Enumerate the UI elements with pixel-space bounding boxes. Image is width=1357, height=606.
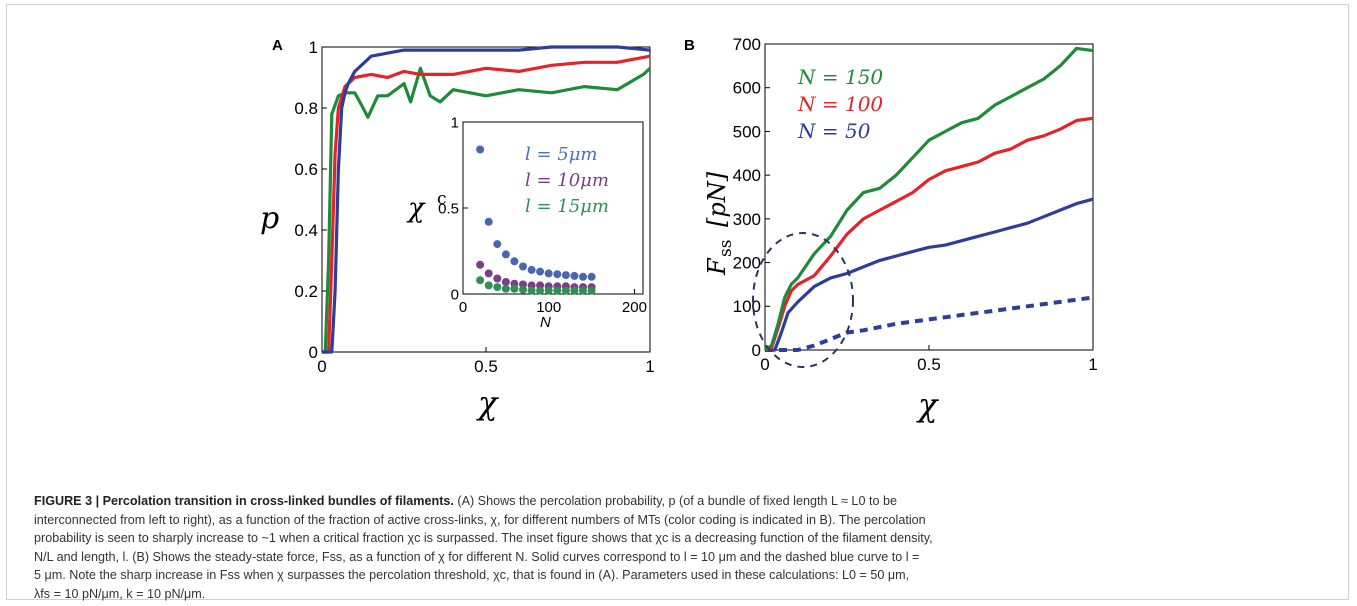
inset-legend-l5: l = 5μm bbox=[525, 144, 598, 165]
legend-n100: N = 100 bbox=[797, 92, 883, 116]
inset-point-inset_blue bbox=[519, 263, 527, 271]
panel-b-ytick-label: 500 bbox=[733, 122, 761, 141]
caption-line-4: N/L and length, l. (B) Shows the steady-… bbox=[34, 550, 919, 564]
inset-point-inset_green bbox=[519, 286, 527, 294]
panel-a-ytick-label: 0 bbox=[309, 343, 318, 362]
inset-point-inset_blue bbox=[510, 257, 518, 265]
inset-legend-l15: l = 15μm bbox=[525, 196, 609, 217]
inset-point-inset_blue bbox=[562, 271, 570, 279]
inset-point-inset_blue bbox=[545, 269, 553, 277]
inset-point-inset_green bbox=[536, 287, 544, 295]
inset-point-inset_green bbox=[562, 287, 570, 295]
inset-point-inset_blue bbox=[528, 266, 536, 274]
inset-point-inset_green bbox=[570, 287, 578, 295]
panel-a-ytick-label: 0.6 bbox=[294, 160, 318, 179]
panel-a: A p χ 0 0.5 100.20.40.60.81 χ c N 0 100 2000… bbox=[260, 37, 655, 422]
panel-b-ytick-label: 0 bbox=[752, 341, 761, 360]
panel-a-ytick-label: 1 bbox=[309, 38, 318, 57]
legend-n50: N = 50 bbox=[797, 119, 871, 143]
figure-canvas: A p χ 0 0.5 100.20.40.60.81 χ c N 0 100 2000… bbox=[0, 0, 1357, 490]
figure-caption: FIGURE 3 | Percolation transition in cro… bbox=[34, 492, 1334, 603]
caption-line-2: interconnected from left to right), as a… bbox=[34, 513, 926, 527]
inset-point-inset_green bbox=[528, 287, 536, 295]
inset-point-inset_blue bbox=[553, 270, 561, 278]
inset-point-inset_green bbox=[588, 287, 596, 295]
panel-b-series-dashed bbox=[765, 298, 1093, 351]
inset-point-inset_blue bbox=[493, 240, 501, 248]
panel-a-label: A bbox=[272, 37, 283, 54]
inset-xtick-label: 0 bbox=[459, 299, 467, 316]
panel-b-xtick-label: 1 bbox=[1088, 355, 1097, 374]
inset-point-inset_blue bbox=[476, 146, 484, 154]
inset-xtick-label: 100 bbox=[536, 299, 561, 316]
inset-point-inset_green bbox=[493, 283, 501, 291]
inset-ytick-label: 0 bbox=[451, 286, 459, 303]
inset-point-inset_green bbox=[545, 287, 553, 295]
inset-point-inset_green bbox=[502, 285, 510, 293]
inset-xtick-label: 200 bbox=[622, 299, 647, 316]
panel-b-ytick-label: 200 bbox=[733, 254, 761, 273]
inset-ylabel: χ bbox=[406, 193, 426, 224]
panel-b-ytick-label: 400 bbox=[733, 166, 761, 185]
inset-xlabel: N bbox=[540, 314, 551, 331]
inset-point-inset_purple bbox=[476, 261, 484, 269]
inset-point-inset_green bbox=[579, 287, 587, 295]
inset-point-inset_green bbox=[553, 287, 561, 295]
inset-legend-l10: l = 10μm bbox=[525, 170, 609, 191]
panel-b-ytick-label: 300 bbox=[733, 210, 761, 229]
inset-point-inset_blue bbox=[588, 273, 596, 281]
panel-a-ytick-label: 0.4 bbox=[294, 221, 318, 240]
inset-point-inset_blue bbox=[502, 250, 510, 258]
inset-point-inset_blue bbox=[579, 273, 587, 281]
panel-b-xlabel: χ bbox=[916, 386, 939, 424]
caption-line-5: 5 μm. Note the sharp increase in Fss whe… bbox=[34, 568, 909, 582]
panel-a-xlabel: χ bbox=[476, 384, 499, 422]
caption-head: FIGURE 3 | Percolation transition in cro… bbox=[34, 494, 454, 508]
panel-a-ylabel: p bbox=[260, 201, 279, 236]
inset-point-inset_blue bbox=[536, 268, 544, 276]
panel-a-xtick-label: 0 bbox=[317, 357, 326, 376]
caption-line-1: (A) Shows the percolation probability, p… bbox=[454, 494, 897, 508]
legend-n150: N = 150 bbox=[797, 65, 883, 89]
inset-point-inset_blue bbox=[570, 272, 578, 280]
inset-point-inset_blue bbox=[485, 218, 493, 226]
panel-a-ytick-label: 0.2 bbox=[294, 282, 318, 301]
panel-b-label: B bbox=[684, 37, 695, 54]
panel-b-ylabel: F bbox=[703, 257, 731, 276]
panel-b-xtick-label: 0 bbox=[760, 355, 769, 374]
panel-a-xtick-label: 0.5 bbox=[474, 357, 498, 376]
inset-point-inset_green bbox=[476, 276, 484, 284]
panel-a-xtick-label: 1 bbox=[645, 357, 654, 376]
inset-point-inset_green bbox=[510, 285, 518, 293]
inset-ytick-label: 1 bbox=[451, 114, 459, 131]
panel-b-ytick-label: 600 bbox=[733, 79, 761, 98]
caption-line-3: probability is seen to sharply increase … bbox=[34, 531, 933, 545]
panel-b: B F ss [pN] χ 0 0.5 1 0 100 200 300 400 500 600 70… bbox=[684, 35, 1098, 424]
inset-point-inset_green bbox=[485, 281, 493, 289]
panel-b-ytick-label: 100 bbox=[733, 297, 761, 316]
panel-b-ylabel-unit: [pN] bbox=[703, 171, 731, 227]
caption-line-6: λfs = 10 pN/μm, k = 10 pN/μm. bbox=[34, 587, 205, 601]
panel-a-ytick-label: 0.8 bbox=[294, 99, 318, 118]
panel-b-xtick-label: 0.5 bbox=[917, 355, 941, 374]
inset-point-inset_purple bbox=[485, 269, 493, 277]
inset-point-inset_purple bbox=[493, 275, 501, 283]
inset-ytick-label: 0.5 bbox=[438, 200, 459, 217]
panel-b-ylabel-group: F ss [pN] bbox=[703, 171, 736, 276]
highlight-circle bbox=[753, 233, 853, 367]
panel-b-ytick-label: 700 bbox=[733, 35, 761, 54]
